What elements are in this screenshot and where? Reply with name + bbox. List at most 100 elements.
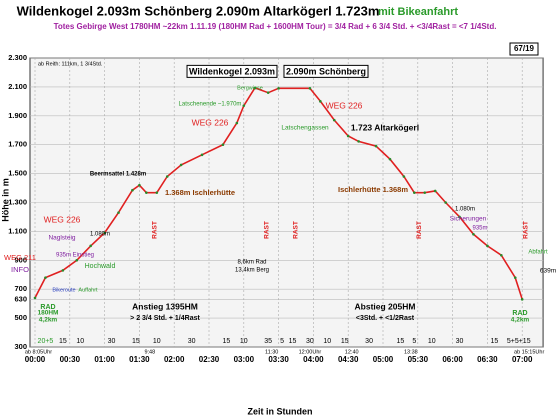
annotation: Latschengassen <box>281 125 329 132</box>
duration-label: 15 <box>289 338 297 345</box>
profile-point <box>75 259 79 262</box>
annotation: 1.368m Ischlerhütte <box>165 188 235 197</box>
duration-label: 30 <box>108 338 116 345</box>
x-tick-label: 04:00 <box>303 355 324 364</box>
annotation: <3Std. + <1/2Rast <box>356 315 415 322</box>
x-tick-label: 05:00 <box>373 355 394 364</box>
annotation: 13,4km Berg <box>235 268 269 274</box>
profile-point <box>374 144 378 148</box>
chart-title: Wildenkogel 2.093m Schönberg 2.090m Alta… <box>17 3 380 18</box>
annotation: WEG 226 <box>192 117 229 127</box>
annotation: 1.080m <box>90 232 110 238</box>
profile-point <box>266 91 270 94</box>
annotation: RAD <box>512 310 527 317</box>
clock-label: 9:48 <box>144 349 155 355</box>
profile-point <box>221 143 225 146</box>
duration-label: 15 <box>223 338 231 345</box>
profile-point <box>520 298 524 301</box>
profile-point <box>500 253 503 257</box>
y-tick-label: 300 <box>14 342 27 351</box>
y-tick-label: 630 <box>14 294 27 303</box>
annotation: > 2 3/4 Std. + 1/4Rast <box>130 315 200 322</box>
x-tick-label: 01:30 <box>129 355 150 364</box>
duration-label: 15 <box>341 338 349 345</box>
duration-label: 15 <box>397 338 405 345</box>
x-tick-label: 06:30 <box>477 355 498 364</box>
duration-label: 30 <box>188 338 196 345</box>
profile-point <box>332 118 336 122</box>
y-tick-label: 1.700 <box>8 140 27 149</box>
y-tick-label: 2.100 <box>8 82 27 91</box>
profile-point <box>402 175 406 178</box>
annotation-box <box>186 64 278 78</box>
annotation: 4,2km <box>511 317 530 324</box>
profile-point <box>319 100 322 103</box>
rast-label: RAST <box>522 221 529 239</box>
profile-point <box>33 296 37 300</box>
y-tick-label: 1.500 <box>8 169 27 178</box>
duration-label: 10 <box>153 338 161 345</box>
profile-point <box>103 231 106 235</box>
profile-point <box>145 191 148 194</box>
annotation: Wildenkogel 2.093m <box>189 66 275 76</box>
profile-point <box>423 191 427 194</box>
annotation: WEG 226 <box>326 100 363 110</box>
duration-label: 10 <box>76 338 84 345</box>
profile-point <box>117 211 120 214</box>
x-tick-label: 00:00 <box>25 355 46 364</box>
profile-point <box>472 232 475 236</box>
annotation: Bikeroute <box>52 287 75 293</box>
clock-label: ab 15:15Uhr <box>514 349 544 355</box>
rast-label: RAST <box>151 221 158 239</box>
annotation: Anstieg 1395HM <box>132 301 198 311</box>
profile-point <box>131 188 134 192</box>
profile-point <box>277 87 280 90</box>
duration-label: 30 <box>306 338 314 345</box>
duration-label: 15 <box>59 338 67 345</box>
duration-label: 35 <box>264 338 272 345</box>
duration-label: 5 <box>280 338 284 345</box>
rast-label: RAST <box>416 221 423 239</box>
y-tick-label: 500 <box>14 313 27 322</box>
annotation: 4,2km <box>39 317 58 324</box>
annotation: Beermsattel 1.428m <box>90 172 146 178</box>
badge-box <box>509 42 539 56</box>
profile-point <box>486 244 489 248</box>
y-tick-label: 1.300 <box>8 197 27 206</box>
annotation: Latschenende ~1.970m <box>179 102 242 108</box>
x-tick-label: 06:00 <box>442 355 463 364</box>
annotation: Bergwiese <box>237 85 263 91</box>
annotation: Hochwald <box>85 263 116 270</box>
annotation-box <box>283 64 369 78</box>
annotation: WEG 211 <box>4 253 36 262</box>
rast-label: RAST <box>293 221 300 239</box>
clock-label: 11:30 <box>265 349 278 355</box>
profile-point <box>444 201 447 204</box>
x-tick-label: 04:30 <box>338 355 359 364</box>
y-tick-label: 700 <box>14 284 27 293</box>
profile-point <box>235 121 239 125</box>
x-tick-label: 03:30 <box>268 355 289 364</box>
annotation: RAD <box>40 304 55 311</box>
duration-label: 15 <box>132 338 140 345</box>
annotation: Abfahrt <box>528 250 548 256</box>
annotation: 1.080m <box>455 207 475 213</box>
x-tick-label: 05:30 <box>408 355 429 364</box>
profile-line <box>34 86 523 300</box>
x-axis-label: Zeit in Stunden <box>248 406 313 416</box>
profile-point <box>242 104 246 107</box>
clock-label: 13:38 <box>404 349 418 355</box>
duration-label: 5 <box>412 338 416 345</box>
annotation: Abstieg 205HM <box>355 301 416 311</box>
annotation: ab Reith: 111km, 1 3/4Std. <box>38 61 103 67</box>
chart-subtitle: Totes Gebirge West 1780HM ~22km 1.11.19 … <box>54 22 497 31</box>
rast-label: RAST <box>263 221 270 239</box>
annotation: Ischlerhütte 1.368m <box>338 185 408 194</box>
clock-label: 12:40 <box>345 349 359 355</box>
profile-point <box>165 175 169 178</box>
x-tick-label: 03:00 <box>234 355 255 364</box>
profile-point <box>513 276 517 279</box>
annotation: 8,6km Rad <box>237 260 266 266</box>
badge: 67/19 <box>514 44 535 53</box>
